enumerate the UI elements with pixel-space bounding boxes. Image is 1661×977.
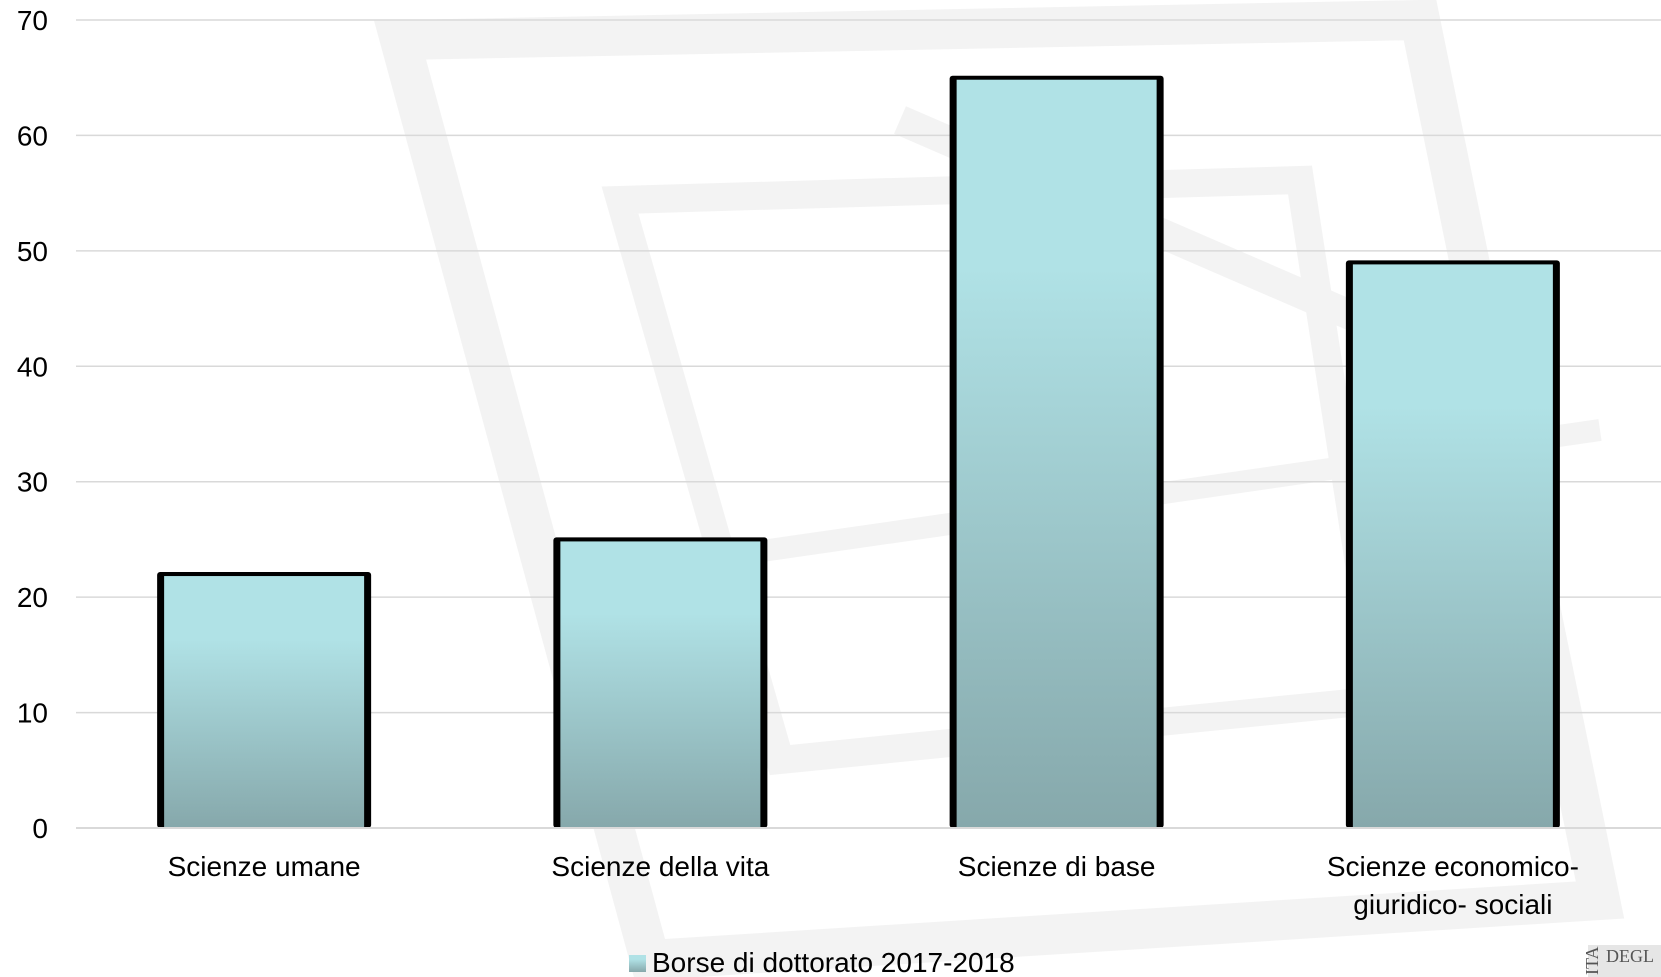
y-tick-label: 60 — [17, 120, 48, 151]
svg-text:ITA: ITA — [1582, 946, 1602, 975]
bar — [1345, 260, 1560, 828]
university-logo: DEGL ITA — [1582, 945, 1661, 977]
y-tick-label: 20 — [17, 582, 48, 613]
bar — [157, 572, 372, 828]
y-tick-label: 30 — [17, 467, 48, 498]
x-tick-label: giuridico- sociali — [1353, 889, 1552, 920]
y-tick-label: 10 — [17, 698, 48, 729]
logo-text: DEGL — [1606, 946, 1654, 966]
x-tick-label: Scienze della vita — [551, 851, 769, 882]
bar — [553, 537, 768, 828]
bar — [949, 75, 1164, 828]
legend: Borse di dottorato 2017-2018 — [629, 947, 1015, 977]
y-tick-label: 70 — [17, 5, 48, 36]
x-tick-label: Scienze economico- — [1327, 851, 1579, 882]
y-tick-label: 50 — [17, 236, 48, 267]
y-tick-label: 0 — [32, 813, 48, 844]
x-tick-label: Scienze di base — [958, 851, 1156, 882]
x-axis-labels: Scienze umane Scienze della vita Scienze d… — [168, 851, 1579, 920]
legend-swatch — [629, 955, 646, 972]
legend-label: Borse di dottorato 2017-2018 — [652, 947, 1015, 977]
y-tick-label: 40 — [17, 351, 48, 382]
y-axis-ticks: 0 10 20 30 40 50 60 70 — [17, 5, 48, 844]
bars — [76, 75, 1661, 829]
x-tick-label: Scienze umane — [168, 851, 361, 882]
